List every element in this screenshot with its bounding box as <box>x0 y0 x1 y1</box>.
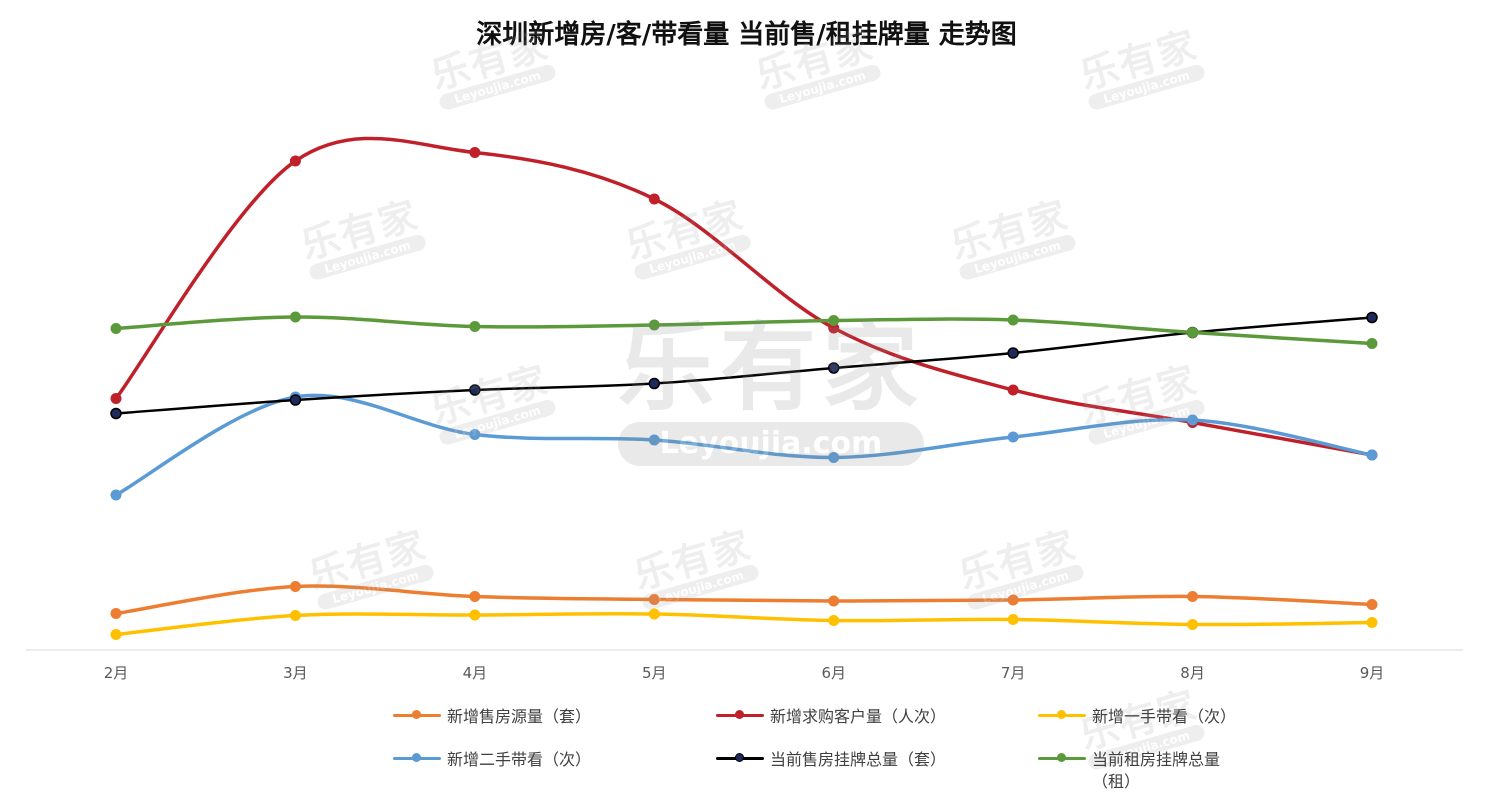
data-point <box>828 315 840 326</box>
data-point <box>469 147 481 158</box>
data-point <box>1366 599 1378 610</box>
data-point <box>469 429 481 440</box>
x-tick-label: 2月 <box>104 664 129 682</box>
data-point <box>469 609 481 621</box>
data-point <box>1187 619 1199 630</box>
data-point <box>289 581 301 592</box>
data-point <box>648 193 660 205</box>
data-point <box>648 377 661 390</box>
data-point <box>648 594 660 605</box>
data-point <box>1187 327 1199 338</box>
series-group <box>110 581 1378 619</box>
series-group <box>110 391 1378 501</box>
data-point <box>1007 347 1019 359</box>
chart-title: 深圳新增房/客/带看量 当前售/租挂牌量 走势图 <box>476 20 1017 50</box>
data-point <box>110 407 122 420</box>
data-point <box>828 615 840 626</box>
series-group <box>110 608 1378 640</box>
data-point <box>110 489 122 501</box>
series-group <box>110 311 1378 420</box>
data-point <box>828 452 840 463</box>
data-point <box>1187 414 1199 426</box>
data-point <box>110 393 122 404</box>
x-tick-label: 8月 <box>1180 664 1205 682</box>
data-point <box>469 591 481 602</box>
data-point <box>110 608 122 619</box>
data-point <box>1007 431 1019 443</box>
data-point <box>110 323 122 334</box>
data-point <box>289 311 301 323</box>
data-point <box>1366 449 1378 461</box>
series-line <box>114 584 1374 616</box>
series-group <box>110 136 1378 461</box>
data-point <box>648 608 660 620</box>
x-tick-label: 3月 <box>283 664 308 682</box>
data-point <box>1007 594 1019 606</box>
data-point <box>828 595 840 607</box>
data-point <box>469 321 481 332</box>
data-point <box>1366 617 1378 628</box>
data-point <box>469 384 481 396</box>
data-point <box>289 610 301 621</box>
series-line <box>114 611 1374 637</box>
x-tick-label: 7月 <box>1001 664 1026 682</box>
data-point <box>827 362 840 374</box>
x-tick-label: 9月 <box>1360 664 1385 682</box>
series-group <box>110 311 1378 349</box>
data-point <box>1007 384 1019 396</box>
x-axis: 2月 3月 4月 5月 6月 7月 8月 9月 <box>26 649 1463 682</box>
data-point <box>648 319 660 331</box>
data-point <box>1366 311 1378 324</box>
x-tick-label: 6月 <box>821 664 846 682</box>
series-line <box>114 393 1374 497</box>
data-point <box>110 629 122 640</box>
data-point <box>1187 591 1199 602</box>
x-tick-label: 5月 <box>642 664 667 682</box>
data-point <box>289 394 302 406</box>
x-tick-label: 4月 <box>463 664 488 682</box>
series-line <box>114 315 1374 346</box>
data-point <box>1007 614 1019 625</box>
data-point <box>648 434 660 446</box>
data-point <box>289 155 301 167</box>
series-layer <box>110 136 1378 640</box>
data-point <box>1366 338 1378 349</box>
series-line <box>114 136 1374 457</box>
data-point <box>1007 314 1019 326</box>
series-line <box>114 316 1374 415</box>
